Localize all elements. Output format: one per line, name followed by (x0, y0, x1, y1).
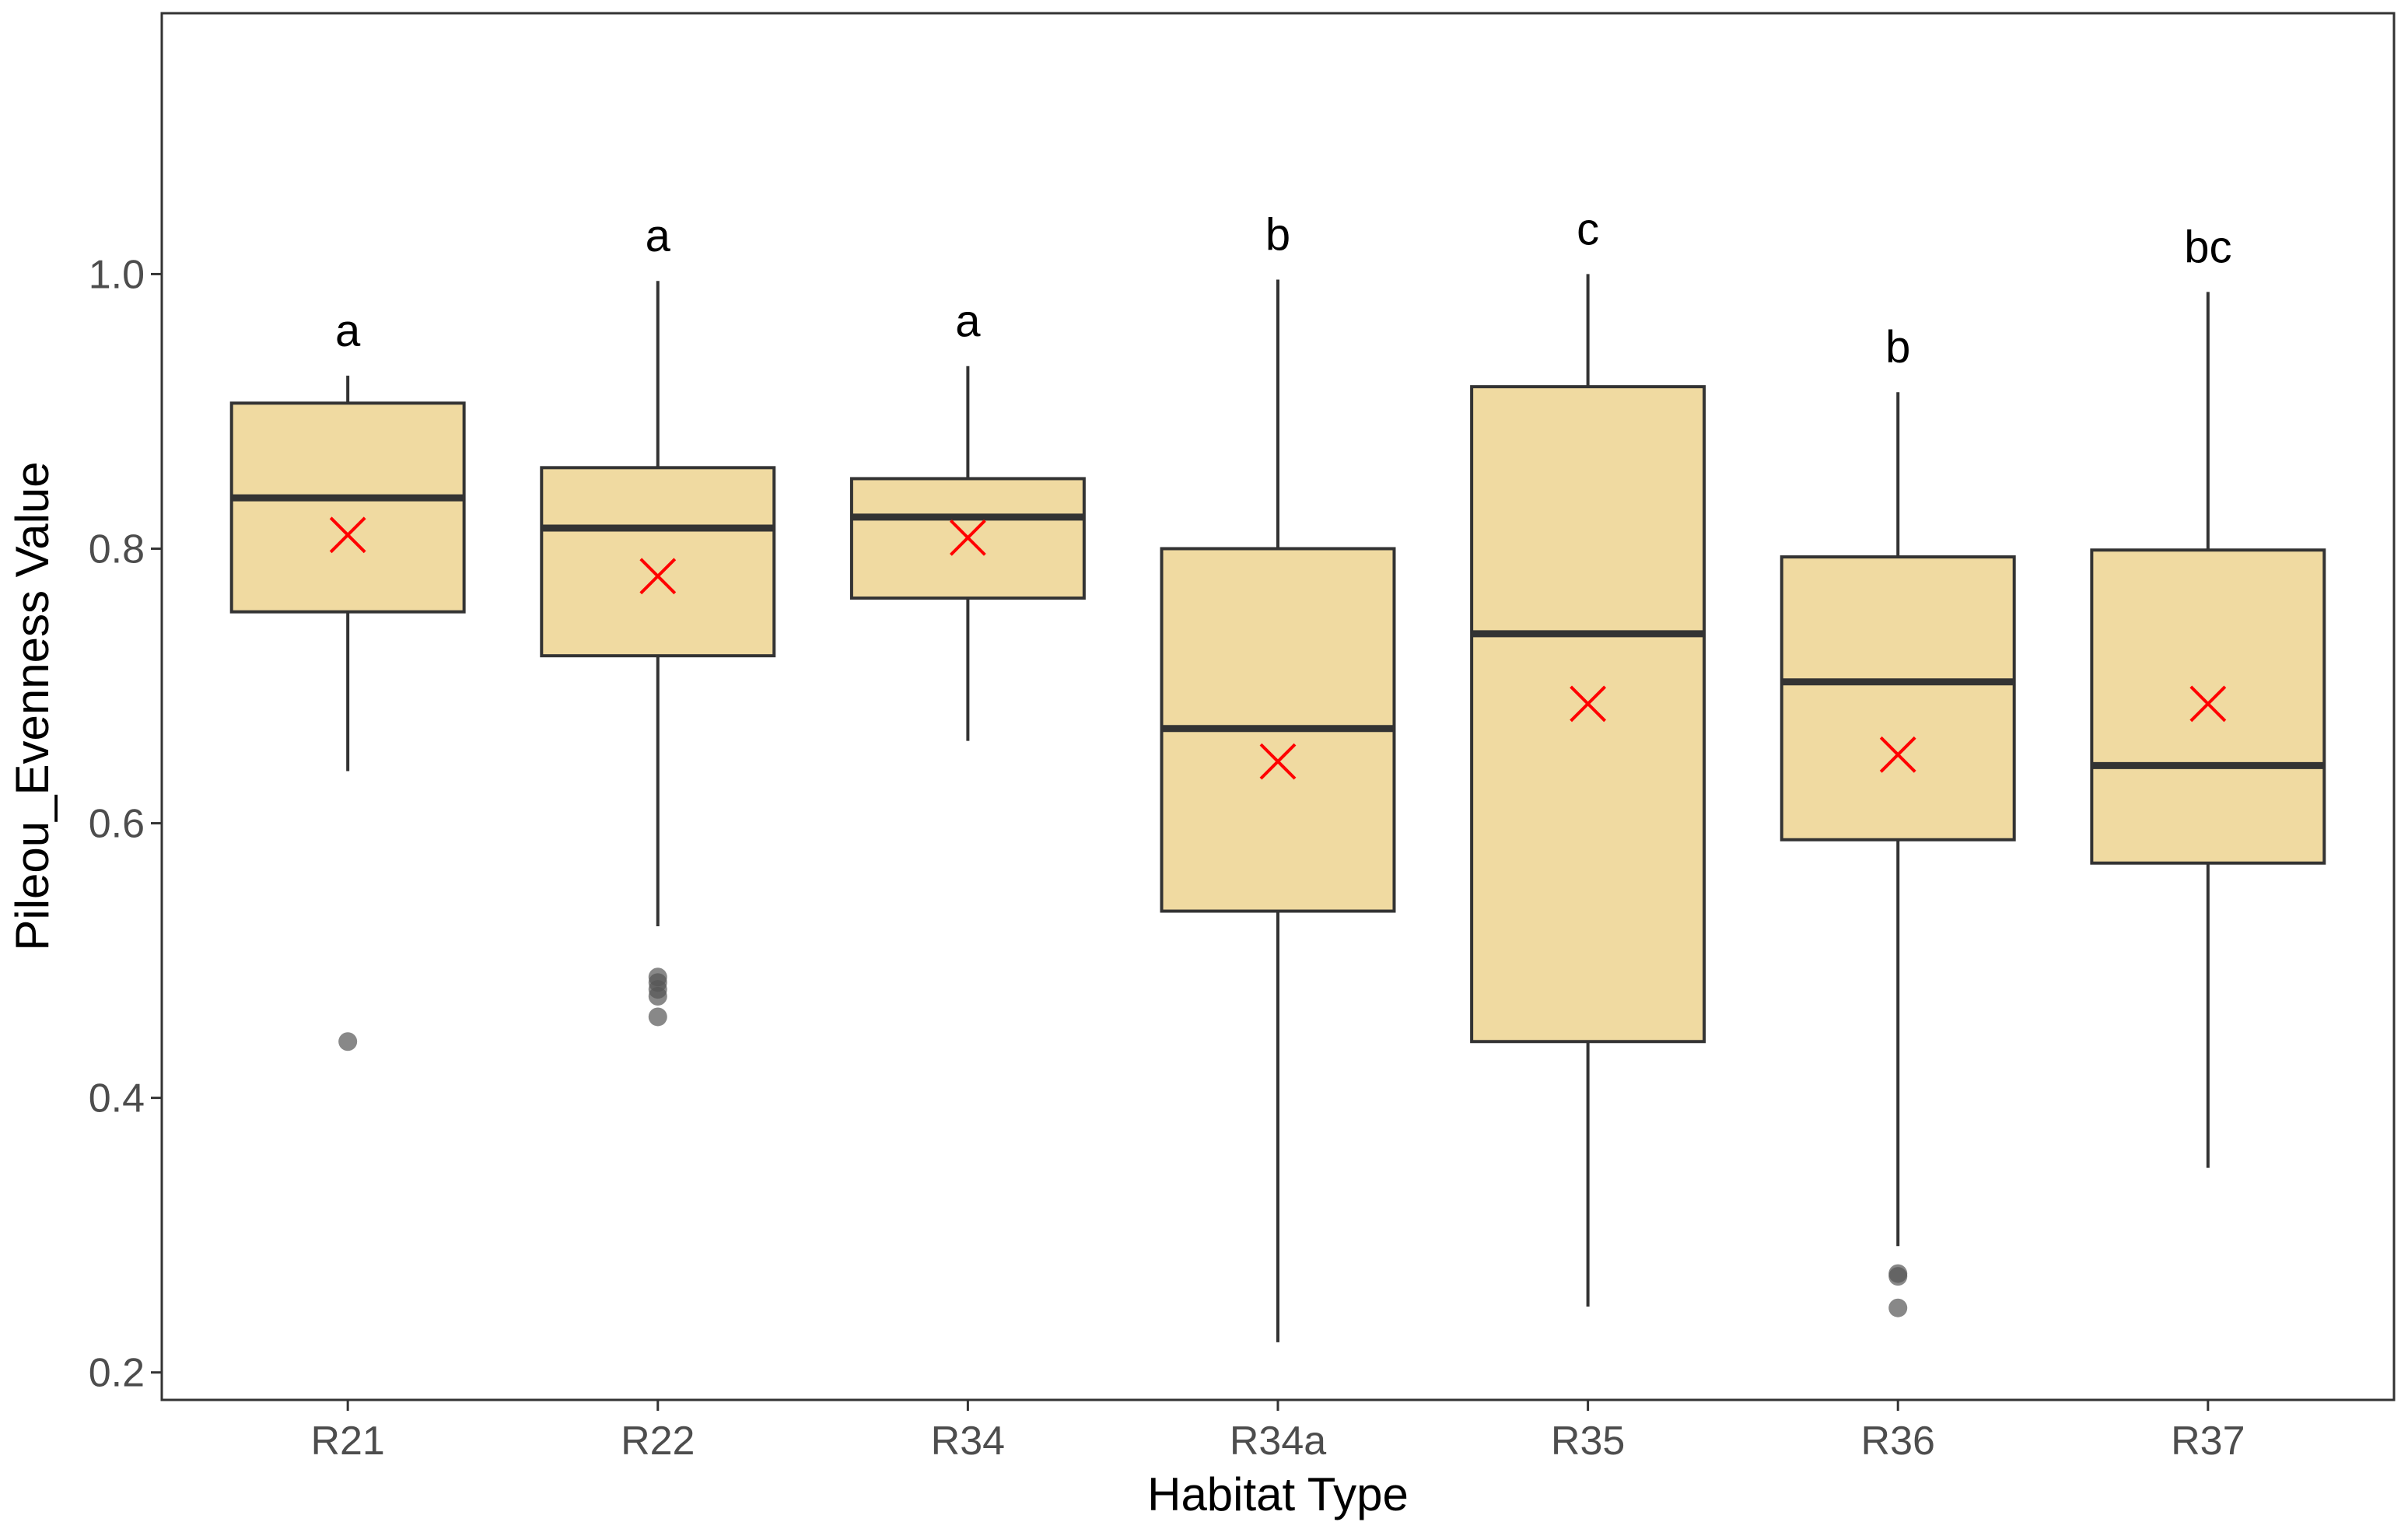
y-tick-label: 0.4 (89, 1076, 145, 1121)
box-group-r36: b (1780, 322, 2016, 1317)
mean-marker (1570, 685, 1607, 723)
box-group-r22: a (540, 211, 776, 1027)
box-group-r21: a (229, 306, 466, 1051)
y-tick-label: 0.6 (89, 802, 145, 847)
x-tick-label: R37 (2171, 1419, 2245, 1464)
x-tick-label: R21 (310, 1419, 384, 1464)
outlier-point (648, 1007, 667, 1027)
mean-marker-stroke (1259, 743, 1297, 780)
mean-marker (1259, 743, 1297, 780)
box-group-r34: a (849, 296, 1086, 741)
x-tick-label: R34 (931, 1419, 1005, 1464)
mean-marker-stroke (1570, 685, 1607, 723)
group-letter: a (335, 306, 361, 356)
x-tick-label: R35 (1551, 1419, 1625, 1464)
group-letter: c (1577, 204, 1599, 254)
mean-marker (639, 558, 677, 595)
mean-marker-stroke (639, 558, 677, 595)
y-tick-label: 0.8 (89, 527, 145, 572)
x-axis-title: Habitat Type (1147, 1468, 1409, 1520)
box-iqr (1470, 385, 1706, 1044)
mean-marker-stroke (2189, 685, 2227, 723)
y-axis-title: Pileou_Evenness Value (6, 461, 58, 950)
y-tick-label: 1.0 (89, 252, 145, 297)
box-group-r35: c (1470, 204, 1706, 1307)
mean-marker (949, 519, 986, 556)
outlier-point (1888, 1298, 1908, 1317)
x-axis: R21 R22 R34 R34a R35 R36 R37 (310, 1400, 2245, 1464)
outlier-point (648, 986, 667, 1006)
box-group-r37: bc (2090, 222, 2326, 1168)
box-iqr (229, 401, 466, 614)
group-letter: bc (2184, 222, 2231, 272)
group-letter: a (646, 211, 671, 261)
box-iqr (1780, 555, 2016, 841)
x-tick-label: R22 (621, 1419, 695, 1464)
box-iqr (2090, 548, 2326, 865)
group-letter: a (955, 296, 981, 347)
x-tick-label: R34a (1230, 1419, 1326, 1464)
group-letter: b (1265, 209, 1290, 260)
box-group-r34a: b (1160, 209, 1396, 1342)
x-tick-label: R36 (1861, 1419, 1935, 1464)
mean-marker (329, 516, 366, 554)
mean-marker (2189, 685, 2227, 723)
y-tick-label: 0.2 (89, 1351, 145, 1396)
mean-marker-stroke (329, 516, 366, 554)
box-iqr (540, 466, 776, 658)
outlier-point (1888, 1267, 1908, 1286)
mean-marker-stroke (1879, 736, 1916, 773)
outlier-point (338, 1032, 358, 1051)
mean-marker (1879, 736, 1916, 773)
group-letter: b (1885, 322, 1910, 373)
y-axis: 0.2 0.4 0.6 0.8 1.0 (89, 252, 162, 1396)
mean-marker-stroke (949, 519, 986, 556)
